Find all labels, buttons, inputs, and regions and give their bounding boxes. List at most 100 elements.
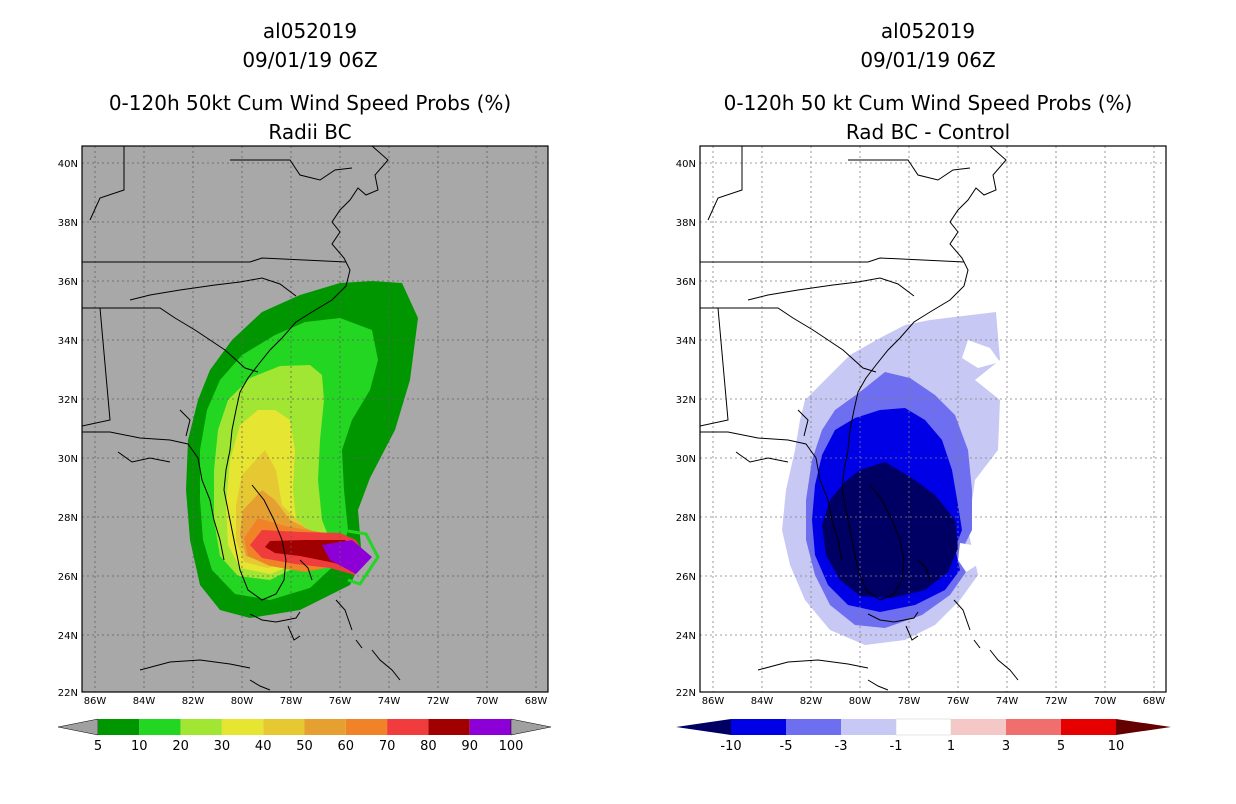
right-map-frame xyxy=(699,145,1167,693)
right-xtick: 84W xyxy=(751,696,774,707)
right-ytick: 26N xyxy=(676,572,696,583)
right-ytick: 24N xyxy=(676,631,696,642)
right-contour-notch xyxy=(958,543,985,572)
right-xtick: 82W xyxy=(800,696,823,707)
right-subtitle: Rad BC - Control xyxy=(846,120,1010,144)
left-xtick: 80W xyxy=(231,696,254,707)
left-colorbar: 5 10 20 30 40 50 60 70 80 90 100 xyxy=(57,718,552,754)
left-colorbar-label: 70 xyxy=(379,739,396,754)
right-colorbar-label: 3 xyxy=(1002,739,1010,754)
right-colorbar-label: 10 xyxy=(1108,739,1125,754)
left-storm-id: al052019 xyxy=(263,19,357,43)
left-contour-90-100 xyxy=(322,540,372,574)
left-xtick: 82W xyxy=(182,696,205,707)
right-colorbar-label: -3 xyxy=(835,739,848,754)
right-title: 0-120h 50 kt Cum Wind Speed Probs (%) xyxy=(724,91,1133,115)
left-xtick: 86W xyxy=(84,696,107,707)
right-xtick: 78W xyxy=(898,696,921,707)
left-colorbar-bin xyxy=(221,719,264,735)
left-colorbar-label: 30 xyxy=(214,739,231,754)
left-ytick: 26N xyxy=(58,572,78,583)
left-map-frame xyxy=(81,145,549,693)
right-grid xyxy=(700,146,1166,692)
left-colorbar-label: 10 xyxy=(131,739,148,754)
right-colorbar-label: 1 xyxy=(947,739,955,754)
left-datetime: 09/01/19 06Z xyxy=(242,48,377,72)
left-colorbar-label: 5 xyxy=(94,739,102,754)
left-coastlines xyxy=(82,146,401,691)
left-colorbar-bin xyxy=(469,719,511,735)
left-y-axis: 40N 38N 36N 34N 32N 30N 28N 26N 24N 22N xyxy=(58,159,78,699)
left-colorbar-bin xyxy=(98,719,140,735)
left-panel: al052019 09/01/19 06Z 0-120h 50kt Cum Wi… xyxy=(57,19,552,754)
right-colorbar-over-arrow xyxy=(1116,719,1171,735)
left-x-axis: 86W 84W 82W 80W 78W 76W 74W 72W 70W 68W xyxy=(84,696,548,707)
right-coastlines xyxy=(700,146,1019,691)
right-colorbar-under-arrow xyxy=(676,719,731,735)
left-subtitle: Radii BC xyxy=(268,120,351,144)
left-xtick: 78W xyxy=(280,696,303,707)
right-ytick: 22N xyxy=(676,688,696,699)
right-colorbar-bin xyxy=(951,719,1006,735)
right-colorbar-label: -1 xyxy=(890,739,903,754)
left-map xyxy=(82,146,548,692)
left-ytick: 40N xyxy=(58,159,78,170)
left-colorbar-bin xyxy=(387,719,429,735)
right-contour-minus10 xyxy=(822,462,958,598)
left-xtick: 68W xyxy=(525,696,548,707)
right-xtick: 86W xyxy=(702,696,725,707)
right-colorbar: -10 -5 -3 -1 1 3 5 10 xyxy=(676,718,1171,754)
right-xtick: 76W xyxy=(947,696,970,707)
left-ytick: 34N xyxy=(58,336,78,347)
left-colorbar-label: 60 xyxy=(338,739,355,754)
right-xtick: 68W xyxy=(1143,696,1166,707)
right-ytick: 40N xyxy=(676,159,696,170)
left-colorbar-label: 50 xyxy=(296,739,313,754)
left-ytick: 24N xyxy=(58,631,78,642)
right-ytick: 32N xyxy=(676,395,696,406)
left-title: 0-120h 50kt Cum Wind Speed Probs (%) xyxy=(109,91,511,115)
right-ytick: 28N xyxy=(676,513,696,524)
right-y-axis: 40N 38N 36N 34N 32N 30N 28N 26N 24N 22N xyxy=(676,159,696,699)
right-colorbar-bin xyxy=(841,719,896,735)
left-colorbar-over-arrow xyxy=(510,718,552,736)
right-x-axis: 86W 84W 82W 80W 78W 76W 74W 72W 70W 68W xyxy=(702,696,1166,707)
left-colorbar-bin xyxy=(139,719,181,735)
left-grid xyxy=(82,146,548,692)
left-xtick: 74W xyxy=(378,696,401,707)
right-colorbar-bin xyxy=(731,719,786,735)
right-xtick: 74W xyxy=(996,696,1019,707)
right-map xyxy=(700,146,1166,692)
left-contour-edge xyxy=(347,529,380,586)
left-xtick: 72W xyxy=(427,696,450,707)
left-colorbar-label: 90 xyxy=(461,739,478,754)
right-datetime: 09/01/19 06Z xyxy=(860,48,995,72)
right-ytick: 30N xyxy=(676,454,696,465)
right-colorbar-bin xyxy=(895,718,952,736)
left-ytick: 38N xyxy=(58,218,78,229)
right-colorbar-bin xyxy=(1006,719,1061,735)
left-ytick: 22N xyxy=(58,688,78,699)
right-xtick: 80W xyxy=(849,696,872,707)
right-colorbar-bin xyxy=(1061,719,1116,735)
right-storm-id: al052019 xyxy=(881,19,975,43)
left-colorbar-bin xyxy=(180,719,222,735)
right-panel: al052019 09/01/19 06Z 0-120h 50 kt Cum W… xyxy=(676,19,1171,754)
left-colorbar-label: 40 xyxy=(255,739,272,754)
left-colorbar-bin xyxy=(345,719,388,735)
right-colorbar-label: -10 xyxy=(720,739,741,754)
right-colorbar-label: -5 xyxy=(780,739,793,754)
left-colorbar-bin xyxy=(304,719,346,735)
right-xtick: 70W xyxy=(1094,696,1117,707)
left-colorbar-label: 20 xyxy=(172,739,189,754)
right-contour-minus1-notch xyxy=(962,340,1000,368)
left-ytick: 32N xyxy=(58,395,78,406)
right-ytick: 38N xyxy=(676,218,696,229)
right-ytick: 34N xyxy=(676,336,696,347)
left-ytick: 28N xyxy=(58,513,78,524)
left-colorbar-label: 100 xyxy=(499,739,524,754)
left-colorbar-bin xyxy=(263,719,305,735)
left-xtick: 76W xyxy=(329,696,352,707)
right-ytick: 36N xyxy=(676,277,696,288)
